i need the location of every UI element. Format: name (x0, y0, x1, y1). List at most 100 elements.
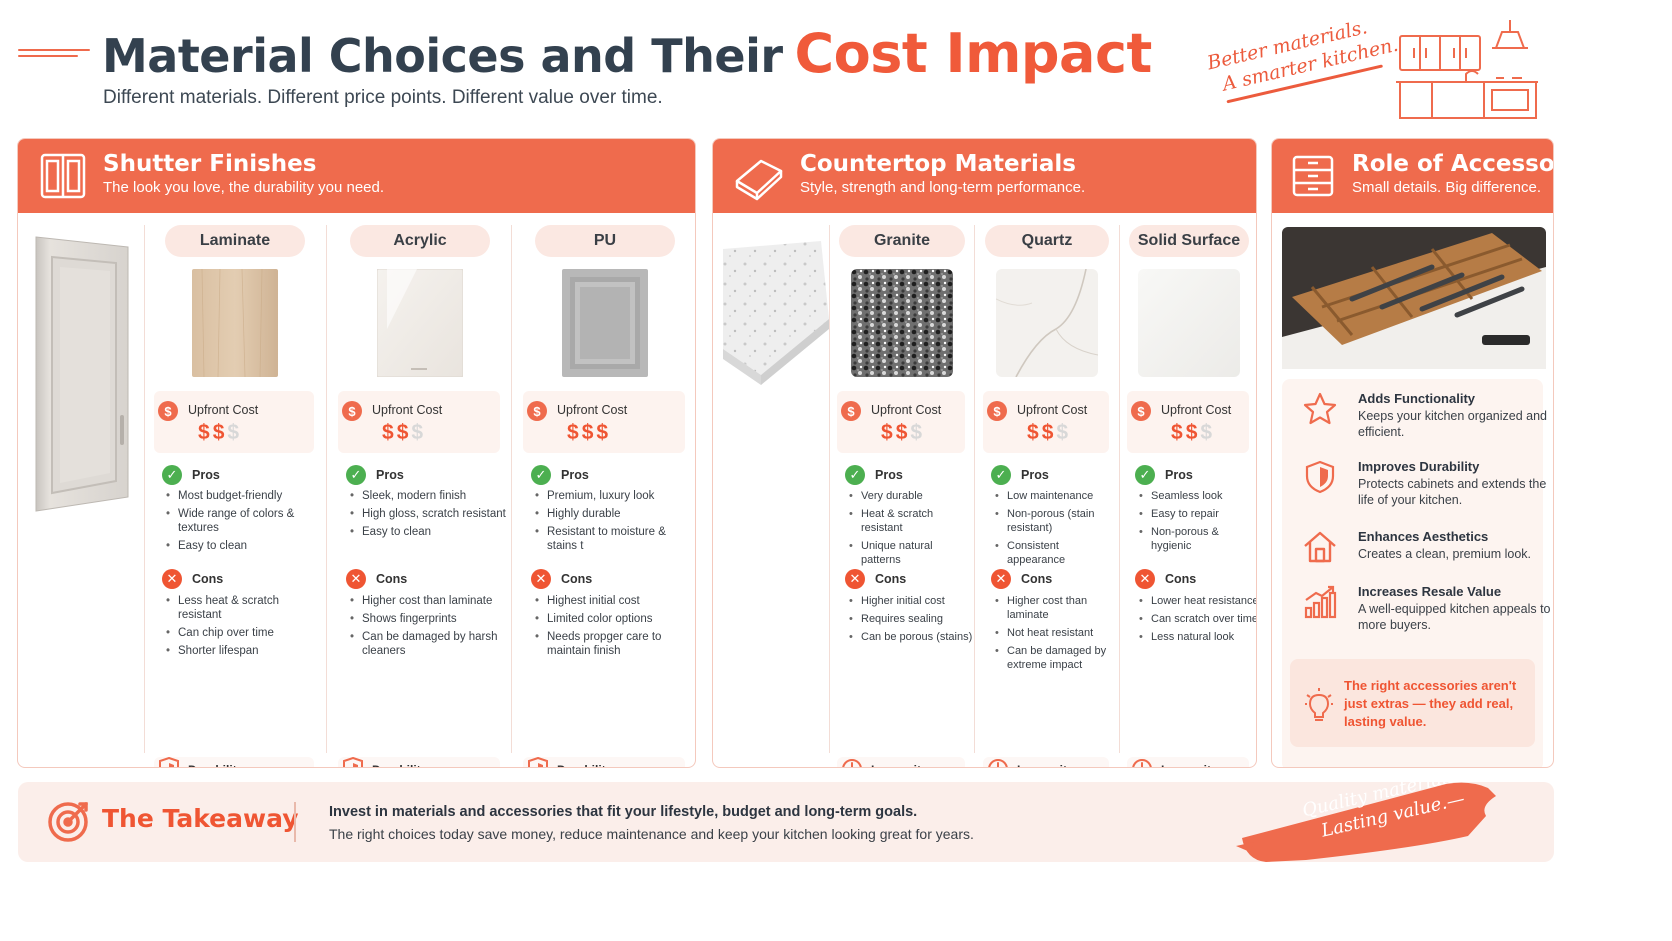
upfront-cost-label: Upfront Cost (1017, 403, 1088, 417)
accessories-panel-header: Role of Accessories Small details. Big d… (1272, 139, 1553, 213)
column-divider (1119, 225, 1120, 753)
cons-list-item: Highest initial cost (535, 594, 695, 608)
takeaway-banner: The Takeaway Invest in materials and acc… (18, 782, 1554, 862)
cons-list-item: Higher cost than laminate (995, 594, 1119, 622)
cost-rating: $$$ (567, 421, 611, 445)
chart-icon (1304, 585, 1337, 619)
cons-list-item: Higher initial cost (849, 594, 975, 608)
benefit-title: Enhances Aesthetics (1358, 529, 1489, 544)
cons-list-item: Needs propger care to maintain finish (535, 630, 695, 658)
shutter-panel-title: Shutter Finishes (103, 151, 317, 177)
dollar-sign-icon: $ (1185, 421, 1201, 444)
benefit-title: Improves Durability (1358, 459, 1480, 474)
pros-list-item: Sleek, modern finish (350, 489, 510, 503)
kitchen-icon (1396, 20, 1538, 119)
durability-shield-icon (528, 757, 548, 767)
durability-box: Durability (5–10 years) (338, 757, 500, 767)
cons-list-item: Limited color options (535, 612, 695, 626)
pros-list: Most budget-friendly Wide range of colors… (166, 489, 324, 557)
dollar-sign-icon: $ (581, 421, 597, 444)
material-swatch-image (995, 268, 1099, 378)
shutter-panel-subtitle: The look you love, the durability you ne… (103, 179, 385, 196)
durability-box: Durability (2–3 years) (154, 757, 314, 767)
longevity-label: Longevity (1161, 763, 1218, 767)
upfront-cost-box: $ Upfront Cost $$$ (338, 391, 500, 453)
dollar-sign-icon: $ (1027, 421, 1042, 444)
material-swatch-image (1138, 269, 1240, 377)
cons-list-item: Requires sealing (849, 612, 975, 626)
dollar-sign-icon: $ (910, 421, 926, 444)
countertop-panel-header: Countertop Materials Style, strength and… (713, 139, 1256, 213)
cons-list-item: Can be damaged by harsh cleaners (350, 630, 510, 658)
upfront-cost-label: Upfront Cost (372, 403, 443, 417)
pros-list: Premium, luxury look Highly durable Resist… (535, 489, 695, 557)
cutlery-drawer-image (1282, 227, 1546, 369)
dollar-sign-icon: $ (198, 421, 213, 444)
upfront-cost-box: $ Upfront Cost $$$ (523, 391, 685, 453)
durability-label: Durability (557, 763, 612, 767)
benefit-title: Increases Resale Value (1358, 584, 1502, 599)
cons-list-item: Less natural look (1139, 630, 1256, 644)
takeaway-title: The Takeaway (102, 804, 299, 833)
countertop-slab-image (723, 241, 829, 385)
dollar-sign-icon: $ (411, 421, 427, 444)
column-divider (829, 225, 830, 753)
countertop-col-solid-surface: Solid Surface $ Upfront Cost $$$ ✓ProsSe… (1123, 225, 1256, 767)
pros-list-item: Most budget-friendly (166, 489, 324, 503)
cons-heading: Cons (1021, 572, 1053, 586)
pros-check-icon: ✓ (991, 465, 1011, 485)
dollar-sign-icon: $ (1056, 421, 1072, 444)
cabinet-door-icon (40, 153, 86, 199)
cons-list-item: Can be damaged by extreme impact (995, 644, 1119, 672)
dollar-coin-icon: $ (342, 401, 362, 421)
star-icon (1303, 392, 1337, 425)
upfront-cost-label: Upfront Cost (1161, 403, 1232, 417)
material-swatch-image (192, 268, 278, 378)
cons-heading: Cons (561, 572, 593, 586)
durability-shield-icon (159, 757, 179, 767)
durability-shield-icon (343, 757, 363, 767)
accessories-benefits-list: Adds Functionality Keeps your kitchen or… (1282, 379, 1551, 767)
countertop-col-granite: Granite $ Upfront Cost $$$ ✓ProsVery dur… (833, 225, 972, 767)
pros-list-item: Non-porous & hygienic (1139, 525, 1256, 553)
pros-list-item: Highly durable (535, 507, 695, 521)
dollar-sign-icon: $ (1200, 421, 1216, 444)
durability-box: Durability (10–10 years) (523, 757, 685, 767)
target-icon (48, 802, 88, 842)
dollar-coin-icon: $ (158, 401, 178, 421)
accessories-panel: Role of Accessories Small details. Big d… (1271, 138, 1554, 768)
takeaway-divider (294, 802, 296, 842)
material-swatch-image (851, 269, 953, 377)
accessories-note: The right accessories aren't just extras… (1290, 659, 1535, 747)
material-name-pill: PU (535, 225, 675, 257)
cost-rating: $$$ (198, 421, 242, 445)
accessories-panel-title: Role of Accessories (1352, 151, 1554, 177)
dollar-sign-icon: $ (567, 421, 582, 444)
material-name-pill: Quartz (985, 225, 1109, 257)
material-name-pill: Solid Surface (1129, 225, 1249, 257)
durability-label: Durability (372, 763, 427, 767)
dollar-coin-icon: $ (1131, 401, 1151, 421)
page-subtitle: Different materials. Different price poi… (103, 87, 663, 108)
cost-rating: $$$ (881, 421, 925, 445)
cons-x-icon: ✕ (1135, 569, 1155, 589)
cons-list: Higher cost than laminate Shows fingerpri… (350, 594, 510, 662)
cons-list-item: Lower heat resistance (1139, 594, 1256, 608)
countertop-panel-subtitle: Style, strength and long-term performanc… (800, 179, 1086, 196)
countertop-materials-panel: Countertop Materials Style, strength and… (712, 138, 1257, 768)
shutter-col-acrylic: Acrylic $ Upfront Cost $$$ ✓ProsSleek, m… (334, 225, 506, 767)
pros-check-icon: ✓ (346, 465, 366, 485)
pros-list-item: Easy to clean (166, 539, 324, 553)
pros-list-item: Seamless look (1139, 489, 1256, 503)
pros-list-item: Resistant to moisture & stains t (535, 525, 695, 553)
pros-list-item: Very durable (849, 489, 975, 503)
cons-list-item: Can be porous (stains) (849, 630, 975, 644)
upfront-cost-box: $ Upfront Cost $$$ (983, 391, 1109, 453)
pros-heading: Pros (1165, 468, 1193, 482)
dollar-coin-icon: $ (527, 401, 547, 421)
page-title: Material Choices and Their Cost Impact (102, 22, 1152, 85)
cons-list-item: Not heat resistant (995, 626, 1119, 640)
cons-heading: Cons (1165, 572, 1197, 586)
column-divider (144, 225, 145, 753)
